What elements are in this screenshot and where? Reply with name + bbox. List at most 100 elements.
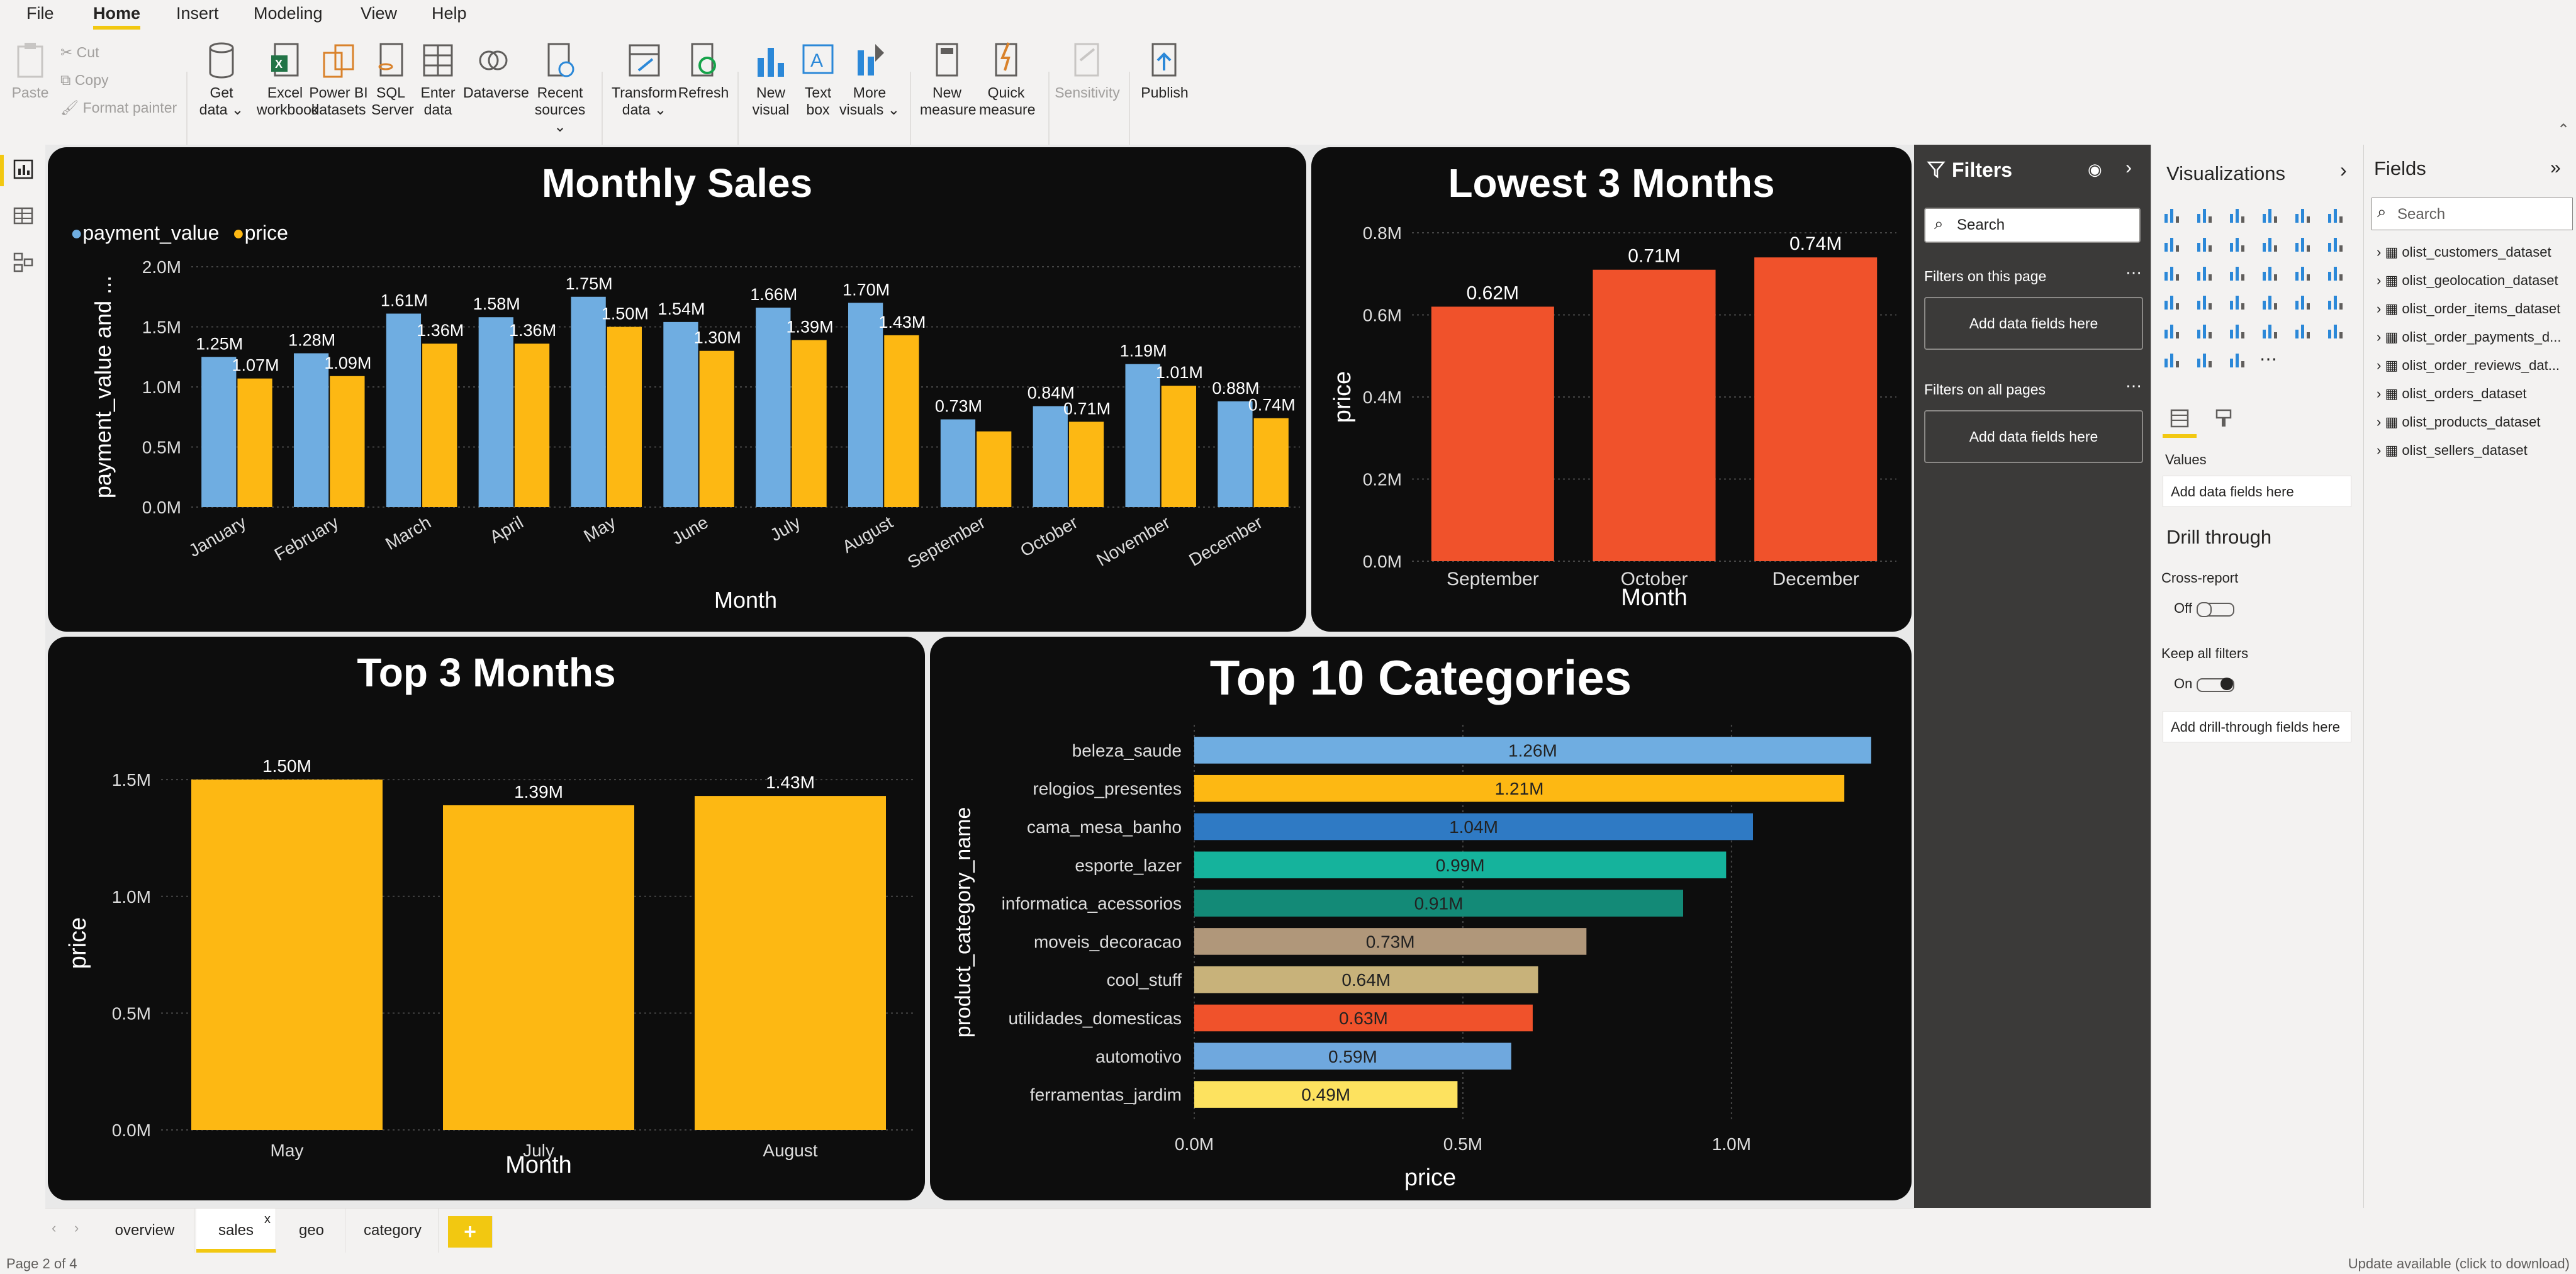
tab-overview[interactable]: overview <box>96 1209 194 1253</box>
cross-report-toggle[interactable] <box>2197 602 2234 617</box>
visual-type-icon[interactable] <box>2194 262 2215 283</box>
field-table-item[interactable]: › ▦ olist_orders_dataset <box>2377 386 2526 402</box>
lowest-3-months-visual[interactable]: Lowest 3 Months 0.0M 0.2M 0.4M 0.6M 0.8M 0.62… <box>1311 147 1912 632</box>
field-table-item[interactable]: › ▦ olist_geolocation_dataset <box>2377 272 2558 289</box>
visual-type-icon[interactable] <box>2194 291 2215 312</box>
visual-type-icon[interactable] <box>2161 291 2183 312</box>
top-3-months-visual[interactable]: Top 3 Months 0.0M 0.5M 1.0M 1.5M 1.50M May 1.3… <box>48 637 925 1200</box>
visual-type-icon[interactable] <box>2161 349 2183 370</box>
enter-data-button[interactable]: Enter data <box>418 42 458 118</box>
tab-sales[interactable]: sales x <box>196 1209 276 1253</box>
more-visuals-icon[interactable]: ⋯ <box>2260 349 2277 369</box>
visual-type-icon[interactable] <box>2325 291 2346 312</box>
filters-search-input[interactable]: ⌕ Search <box>1924 208 2141 243</box>
cut-button[interactable]: ✂ Cut <box>60 44 99 61</box>
field-table-item[interactable]: › ▦ olist_sellers_dataset <box>2377 442 2528 459</box>
visual-type-icon[interactable] <box>2325 204 2346 225</box>
more-visuals-button[interactable]: More visuals ⌄ <box>839 42 900 118</box>
field-table-item[interactable]: › ▦ olist_order_payments_d... <box>2377 329 2562 345</box>
visual-type-icon[interactable] <box>2260 233 2281 254</box>
paste-button[interactable]: Paste <box>11 42 49 101</box>
keep-filters-toggle[interactable] <box>2197 678 2234 692</box>
model-view-icon[interactable] <box>13 252 34 273</box>
visual-type-icon[interactable] <box>2227 349 2248 370</box>
visual-type-icon[interactable] <box>2325 233 2346 254</box>
visual-type-icon[interactable] <box>2194 349 2215 370</box>
menu-file[interactable]: File <box>26 4 54 23</box>
visual-type-icon[interactable] <box>2325 320 2346 341</box>
visual-type-icon[interactable] <box>2260 291 2281 312</box>
visual-type-icon[interactable] <box>2161 204 2183 225</box>
field-table-item[interactable]: › ▦ olist_products_dataset <box>2377 414 2541 430</box>
menu-help[interactable]: Help <box>432 4 467 23</box>
visual-type-icon[interactable] <box>2227 291 2248 312</box>
close-tab-icon[interactable]: x <box>264 1212 271 1226</box>
visual-type-icon[interactable] <box>2260 262 2281 283</box>
tab-scroll-left-icon[interactable]: ‹ <box>52 1220 57 1236</box>
update-available-link[interactable]: Update available (click to download) <box>2348 1256 2570 1271</box>
filters-on-page-drop[interactable]: Add data fields here <box>1924 297 2143 350</box>
menu-home[interactable]: Home <box>93 4 141 30</box>
visual-type-icon[interactable] <box>2161 262 2183 283</box>
copy-button[interactable]: ⧉ Copy <box>60 72 109 89</box>
visual-type-icon[interactable] <box>2292 320 2314 341</box>
recent-sources-button[interactable]: Recent sources ⌄ <box>530 42 590 135</box>
visual-type-icon[interactable] <box>2292 291 2314 312</box>
table-view-icon[interactable] <box>13 205 34 226</box>
dataverse-button[interactable]: Dataverse <box>463 42 529 101</box>
visual-type-icon[interactable] <box>2292 262 2314 283</box>
menu-view[interactable]: View <box>361 4 398 23</box>
visual-type-icon[interactable] <box>2194 320 2215 341</box>
visual-type-icon[interactable] <box>2227 262 2248 283</box>
field-table-item[interactable]: › ▦ olist_order_reviews_dat... <box>2377 357 2560 374</box>
field-table-item[interactable]: › ▦ olist_customers_dataset <box>2377 244 2551 260</box>
collapse-filters-icon[interactable]: › <box>2125 157 2132 178</box>
more-options-icon[interactable]: ⋯ <box>2125 263 2142 282</box>
eye-icon[interactable]: ◉ <box>2088 160 2102 179</box>
values-drop[interactable]: Add data fields here <box>2163 476 2351 507</box>
publish-button[interactable]: Publish <box>1136 42 1193 101</box>
tab-geo[interactable]: geo <box>278 1209 345 1253</box>
visual-type-icon[interactable] <box>2260 320 2281 341</box>
sql-server-button[interactable]: SQL Server <box>371 42 414 118</box>
drill-through-drop[interactable]: Add drill-through fields here <box>2163 711 2351 742</box>
tab-scroll-right-icon[interactable]: › <box>74 1220 79 1236</box>
transform-data-button[interactable]: Transform data ⌄ <box>612 42 677 118</box>
format-paint-icon[interactable] <box>2213 408 2234 429</box>
visual-type-icon[interactable] <box>2227 204 2248 225</box>
sensitivity-button[interactable]: Sensitivity <box>1055 42 1120 101</box>
visual-type-icon[interactable] <box>2194 233 2215 254</box>
top-10-categories-visual[interactable]: Top 10 Categories 0.0M 0.5M 1.0M 1.26M belez… <box>930 637 1912 1200</box>
fields-well-icon[interactable] <box>2169 408 2190 429</box>
format-painter-button[interactable]: 🖌 Format painter <box>60 99 177 116</box>
visual-type-icon[interactable] <box>2161 233 2183 254</box>
powerbi-datasets-button[interactable]: Power BI datasets <box>308 42 369 118</box>
fields-search-input[interactable]: ⌕ Search <box>2372 198 2573 230</box>
visual-type-icon[interactable] <box>2292 204 2314 225</box>
monthly-sales-visual[interactable]: Monthly Sales ●payment_value ●price 0.0M… <box>48 147 1306 632</box>
filters-on-all-drop[interactable]: Add data fields here <box>1924 410 2143 463</box>
text-box-button[interactable]: A Text box <box>798 42 838 118</box>
visual-type-icon[interactable] <box>2227 233 2248 254</box>
visual-type-icon[interactable] <box>2161 320 2183 341</box>
collapse-ribbon-icon[interactable]: ⌃ <box>2557 121 2570 138</box>
visual-type-icon[interactable] <box>2194 204 2215 225</box>
visual-type-icon[interactable] <box>2227 320 2248 341</box>
new-measure-button[interactable]: New measure <box>920 42 976 118</box>
visual-type-icon[interactable] <box>2260 204 2281 225</box>
add-page-button[interactable]: + <box>448 1216 493 1248</box>
excel-button[interactable]: X Excel workbook <box>257 42 318 118</box>
menu-modeling[interactable]: Modeling <box>254 4 323 23</box>
tab-category[interactable]: category <box>347 1209 439 1253</box>
visual-type-icon[interactable] <box>2325 262 2346 283</box>
report-view-icon[interactable] <box>13 159 34 180</box>
get-data-button[interactable]: Get data ⌄ <box>199 42 244 118</box>
collapse-viz-icon[interactable]: › <box>2340 159 2347 181</box>
quick-measure-button[interactable]: Quick measure <box>979 42 1035 118</box>
field-table-item[interactable]: › ▦ olist_order_items_dataset <box>2377 301 2560 317</box>
visual-type-icon[interactable] <box>2292 233 2314 254</box>
menu-insert[interactable]: Insert <box>176 4 219 23</box>
refresh-button[interactable]: Refresh <box>677 42 730 101</box>
more-options-icon[interactable]: ⋯ <box>2125 376 2142 395</box>
collapse-fields-icon[interactable]: » <box>2550 157 2561 178</box>
